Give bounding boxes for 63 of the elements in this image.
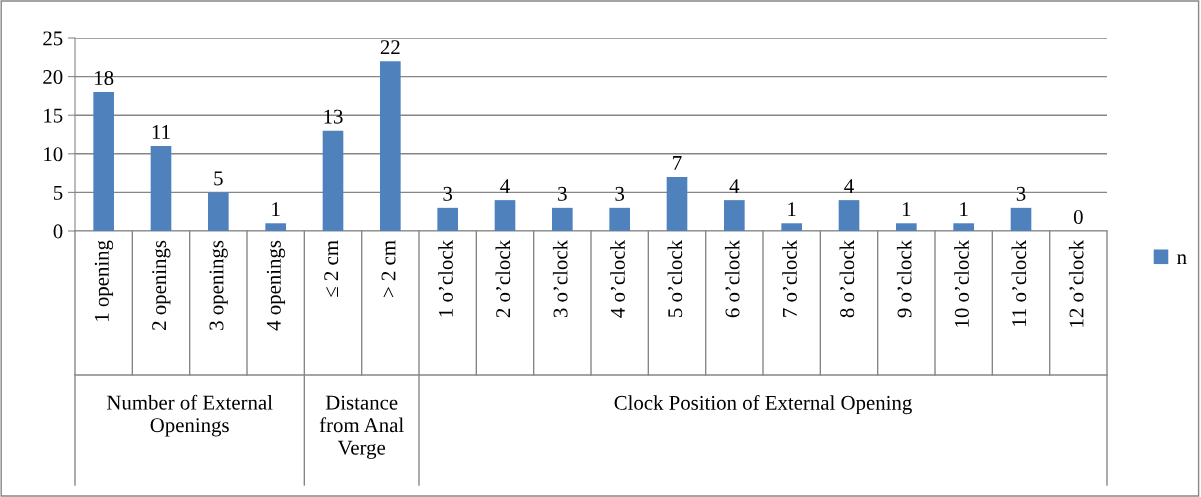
x-tick-label: 4 o’clock [610, 240, 625, 318]
text: Number of External Openings [106, 394, 273, 437]
data-label: 13 [324, 109, 343, 124]
bar [265, 223, 286, 231]
bar [781, 223, 802, 231]
x-tick-label: 4 openings [266, 240, 286, 331]
y-tick-label: 25 [43, 31, 63, 46]
bar [150, 146, 172, 231]
y-tick-label: 20 [43, 69, 63, 85]
data-label: 3 [558, 186, 567, 201]
x-tick-label: 12 o’clock [1068, 240, 1084, 327]
bar [1010, 207, 1032, 231]
data-label: 3 [1016, 186, 1026, 201]
x-tick-label: > 2 cm [381, 240, 396, 297]
data-label: 4 [729, 179, 740, 193]
x-tick-label: ≤ 2 cm [324, 240, 339, 297]
bar [838, 200, 860, 231]
bar [896, 223, 917, 231]
x-tick-label: 10 o’clock [954, 240, 969, 327]
x-tick-label: 2 o’clock [495, 240, 511, 318]
text: Distance from Anal Verge [319, 395, 404, 459]
bar [666, 176, 688, 231]
bar [724, 200, 745, 231]
x-tick-label: 1 o’clock [438, 240, 453, 317]
bar [953, 223, 974, 231]
bar [437, 207, 458, 231]
y-tick-label: 0 [53, 224, 63, 239]
legend-label: n [1177, 254, 1187, 265]
text: Clock Position of External Opening [614, 395, 912, 415]
data-label: 11 [152, 125, 170, 139]
y-tick-label: 5 [53, 185, 63, 200]
x-tick-label: 6 o’clock [724, 240, 740, 318]
bar [208, 192, 229, 231]
bar [552, 207, 573, 231]
y-tick-label: 15 [44, 108, 63, 123]
bar [322, 130, 344, 231]
bar [494, 200, 516, 231]
bar [93, 92, 114, 231]
data-label: 4 [844, 179, 854, 193]
data-label: 22 [380, 40, 400, 54]
bar [380, 61, 401, 231]
data-label: 1 [902, 202, 911, 217]
x-tick-label: 1 opening [94, 240, 114, 321]
data-label: 4 [500, 179, 510, 193]
data-label: 3 [615, 186, 625, 201]
data-label: 18 [95, 70, 114, 86]
data-label: 1 [272, 202, 280, 217]
x-tick-label: 2 openings [152, 240, 171, 330]
data-label: 5 [214, 171, 223, 186]
data-label: 1 [788, 202, 796, 217]
x-tick-label: 3 openings [209, 240, 228, 330]
data-label: 0 [1073, 209, 1083, 224]
data-label: 7 [673, 156, 682, 170]
x-tick-label: 3 o’clock [552, 240, 568, 318]
data-label: 1 [960, 202, 968, 217]
y-tick-label: 10 [44, 147, 63, 162]
x-tick-label: 7 o’clock [782, 240, 797, 317]
data-label: 3 [443, 186, 453, 201]
x-tick-label: 8 o’clock [839, 240, 855, 318]
x-tick-label: 5 o’clock [667, 240, 683, 317]
x-tick-label: 9 o’clock [896, 240, 912, 318]
x-tick-label: 11 o’clock [1011, 240, 1027, 326]
bar [609, 207, 630, 231]
